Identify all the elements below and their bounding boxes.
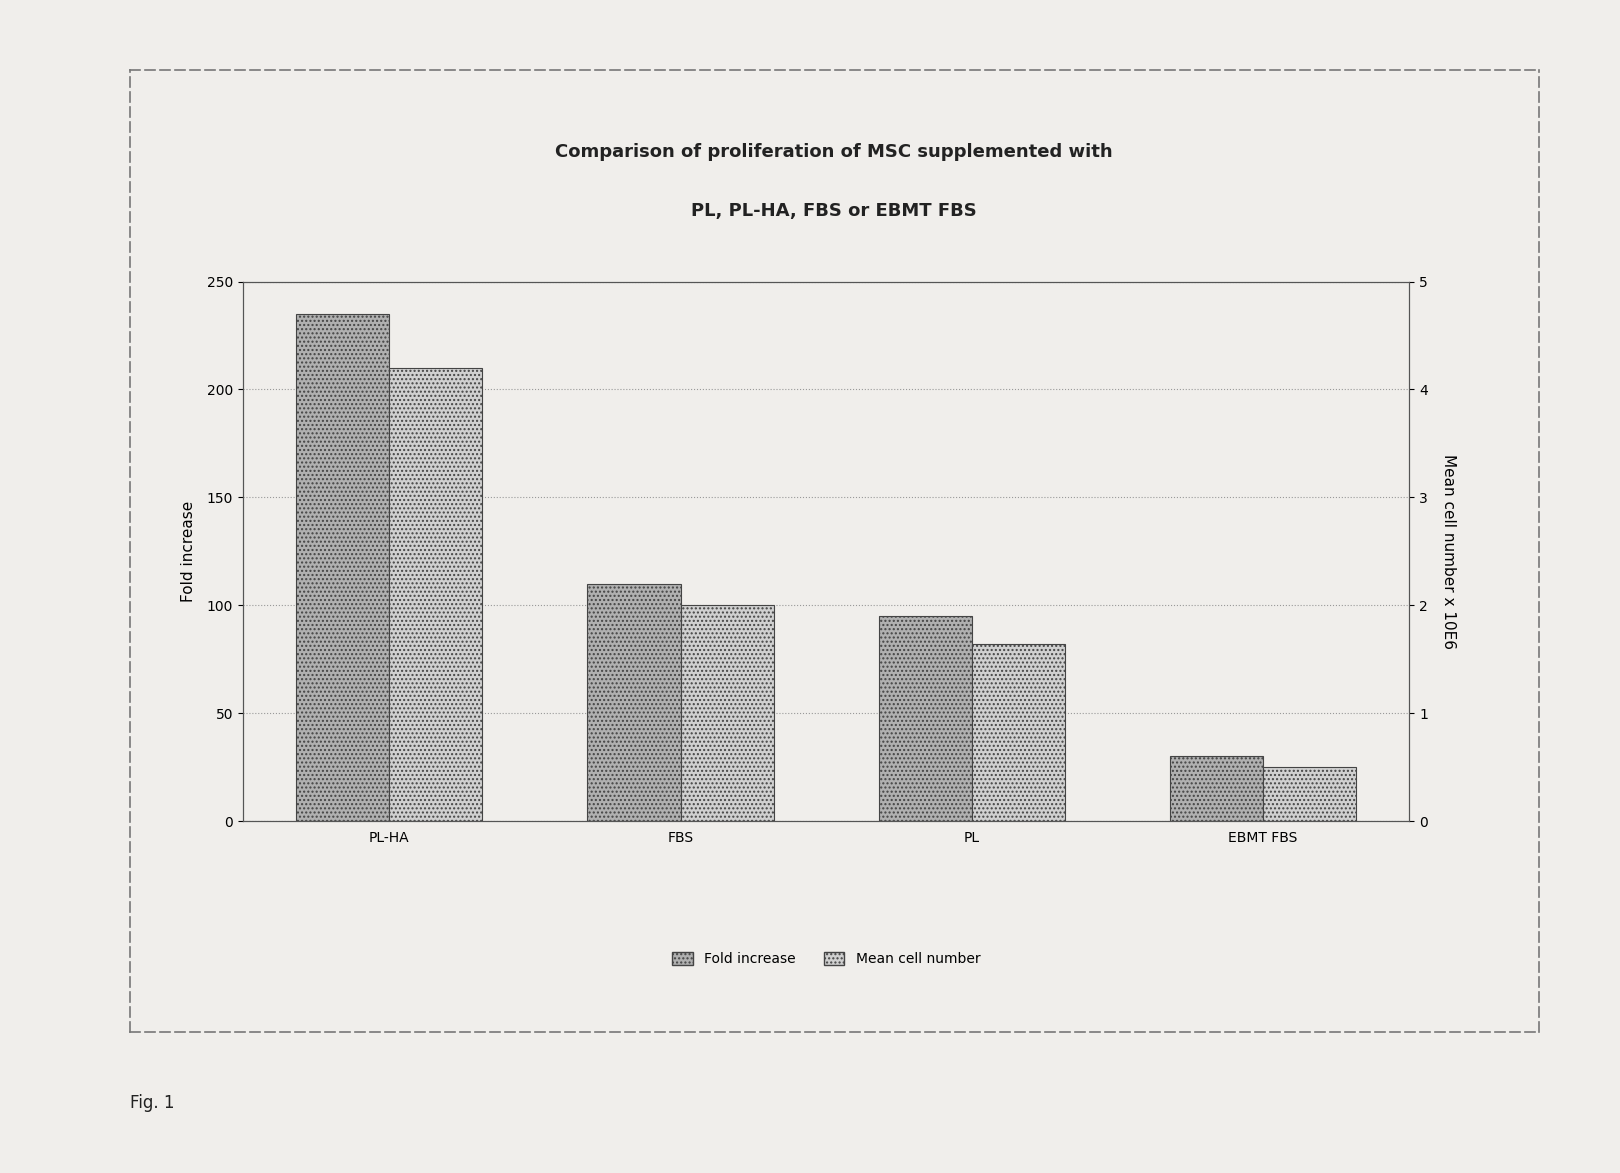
- Y-axis label: Fold increase: Fold increase: [181, 501, 196, 602]
- Y-axis label: Mean cell number x 10E6: Mean cell number x 10E6: [1440, 454, 1456, 649]
- Bar: [389, 368, 483, 821]
- Bar: [972, 644, 1064, 821]
- Bar: [588, 584, 680, 821]
- Bar: [1264, 767, 1356, 821]
- Text: Comparison of proliferation of MSC supplemented with: Comparison of proliferation of MSC suppl…: [556, 143, 1113, 162]
- Text: PL, PL-HA, FBS or EBMT FBS: PL, PL-HA, FBS or EBMT FBS: [692, 202, 977, 221]
- Bar: [1170, 757, 1264, 821]
- Text: Fig. 1: Fig. 1: [130, 1093, 173, 1112]
- Bar: [296, 314, 389, 821]
- Bar: [680, 605, 774, 821]
- Legend: Fold increase, Mean cell number: Fold increase, Mean cell number: [667, 947, 985, 972]
- Bar: [878, 616, 972, 821]
